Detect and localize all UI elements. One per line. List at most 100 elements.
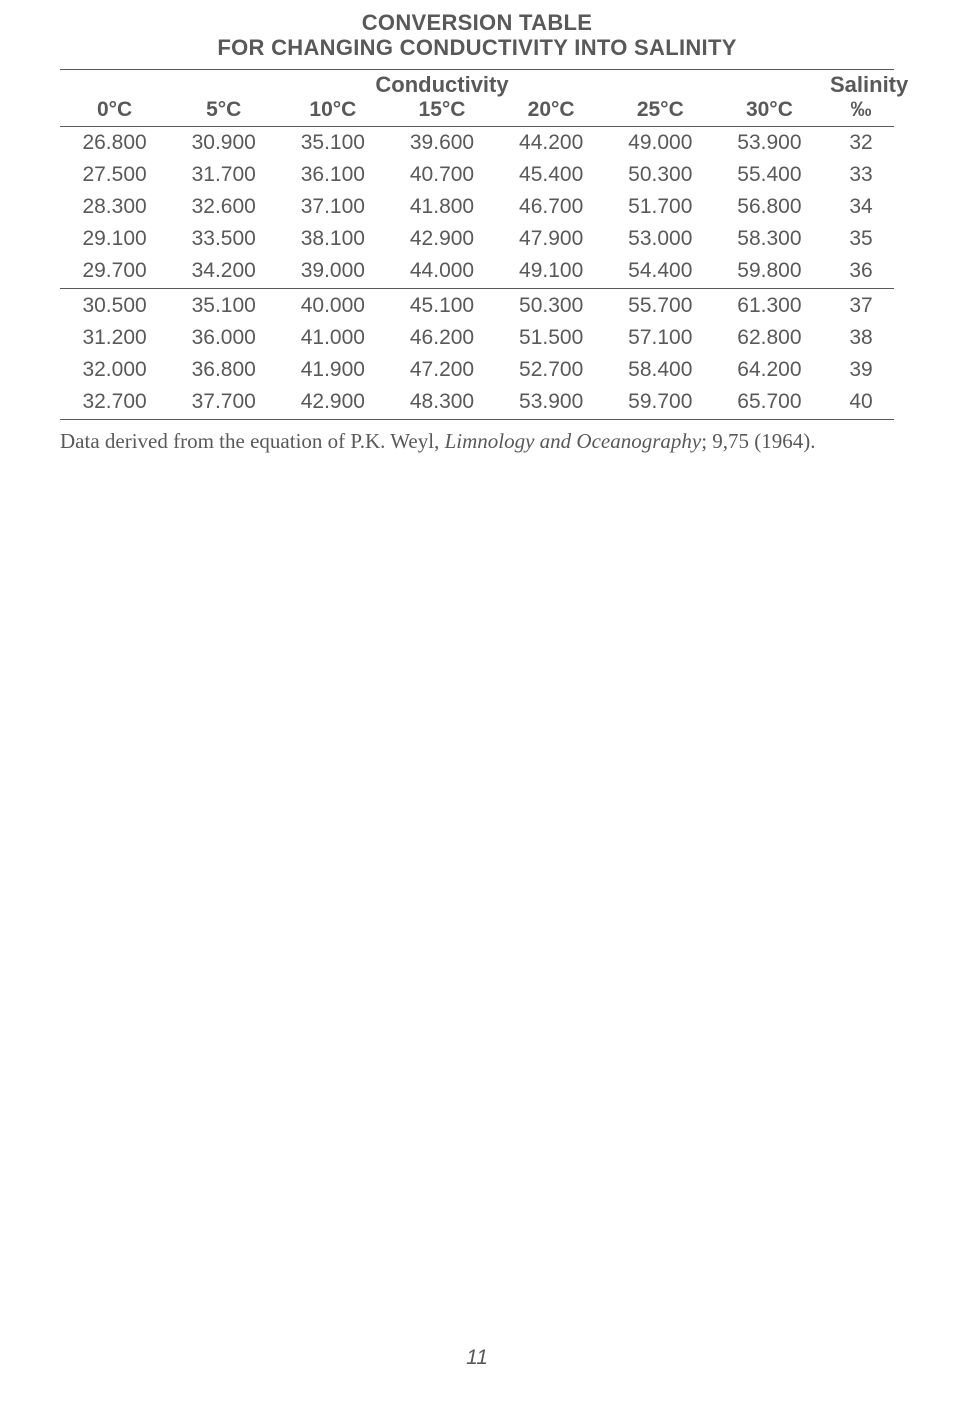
table-cell: 46.200 (387, 322, 496, 354)
caption-italic: Limnology and Oceanography (445, 429, 702, 453)
table-cell: 42.900 (278, 386, 387, 420)
table-cell: 29.700 (60, 255, 169, 289)
table-cell: 36.800 (169, 354, 278, 386)
table-row: 29.10033.50038.10042.90047.90053.00058.3… (60, 223, 894, 255)
table-cell: 42.900 (387, 223, 496, 255)
table-body: 26.80030.90035.10039.60044.20049.00053.9… (60, 126, 894, 419)
table-cell: 39.600 (387, 126, 496, 159)
table-cell: 33.500 (169, 223, 278, 255)
title-line-1: CONVERSION TABLE (362, 10, 593, 35)
table-cell: 35 (824, 223, 894, 255)
table-cell: 38.100 (278, 223, 387, 255)
table-cell: 55.400 (715, 159, 824, 191)
table-cell: 37 (824, 288, 894, 322)
table-cell: 45.100 (387, 288, 496, 322)
table-cell: 36.100 (278, 159, 387, 191)
table-row: 29.70034.20039.00044.00049.10054.40059.8… (60, 255, 894, 289)
table-cell: 50.300 (497, 288, 606, 322)
table-cell: 44.200 (497, 126, 606, 159)
table-cell: 49.000 (606, 126, 715, 159)
table-cell: 53.900 (497, 386, 606, 420)
table-cell: 44.000 (387, 255, 496, 289)
table-cell: 59.700 (606, 386, 715, 420)
table-cell: 41.900 (278, 354, 387, 386)
table-cell: 34 (824, 191, 894, 223)
table-cell: 28.300 (60, 191, 169, 223)
table-cell: 45.400 (497, 159, 606, 191)
table-cell: 48.300 (387, 386, 496, 420)
table-caption: Data derived from the equation of P.K. W… (60, 428, 894, 454)
table-row: 31.20036.00041.00046.20051.50057.10062.8… (60, 322, 894, 354)
table-cell: 27.500 (60, 159, 169, 191)
table-cell: 32.700 (60, 386, 169, 420)
table-cell: 54.400 (606, 255, 715, 289)
table-cell: 26.800 (60, 126, 169, 159)
page-number: 11 (0, 1346, 954, 1370)
table-cell: 38 (824, 322, 894, 354)
table-cell: 34.200 (169, 255, 278, 289)
table-cell: 36 (824, 255, 894, 289)
table-cell: 40.000 (278, 288, 387, 322)
table-cell: 53.000 (606, 223, 715, 255)
table-cell: 53.900 (715, 126, 824, 159)
table-cell: 50.300 (606, 159, 715, 191)
table-cell: 40.700 (387, 159, 496, 191)
table-cell: 31.700 (169, 159, 278, 191)
table-cell: 64.200 (715, 354, 824, 386)
table-cell: 65.700 (715, 386, 824, 420)
table-cell: 58.400 (606, 354, 715, 386)
table-cell: 35.100 (278, 126, 387, 159)
table-cell: 32.000 (60, 354, 169, 386)
table-row: 27.50031.70036.10040.70045.40050.30055.4… (60, 159, 894, 191)
table-cell: 51.700 (606, 191, 715, 223)
table-cell: 55.700 (606, 288, 715, 322)
table-row: 32.00036.80041.90047.20052.70058.40064.2… (60, 354, 894, 386)
group-header-salinity: Salinity (824, 69, 894, 98)
table-cell: 35.100 (169, 288, 278, 322)
title-line-2: FOR CHANGING CONDUCTIVITY INTO SALINITY (217, 35, 736, 60)
table-cell: 61.300 (715, 288, 824, 322)
table-cell: 39.000 (278, 255, 387, 289)
table-cell: 46.700 (497, 191, 606, 223)
table-cell: 52.700 (497, 354, 606, 386)
table-cell: 62.800 (715, 322, 824, 354)
table-cell: 36.000 (169, 322, 278, 354)
table-cell: 29.100 (60, 223, 169, 255)
table-cell: 30.900 (169, 126, 278, 159)
table-cell: 32 (824, 126, 894, 159)
table-cell: 56.800 (715, 191, 824, 223)
column-header: 25°C (606, 98, 715, 127)
table-cell: 47.200 (387, 354, 496, 386)
table-cell: 41.000 (278, 322, 387, 354)
table-cell: 37.100 (278, 191, 387, 223)
column-header: 15°C (387, 98, 496, 127)
table-cell: 47.900 (497, 223, 606, 255)
table-cell: 37.700 (169, 386, 278, 420)
table-row: 26.80030.90035.10039.60044.20049.00053.9… (60, 126, 894, 159)
table-cell: 59.800 (715, 255, 824, 289)
table-title: CONVERSION TABLE FOR CHANGING CONDUCTIVI… (60, 10, 894, 61)
table-row: 30.50035.10040.00045.10050.30055.70061.3… (60, 288, 894, 322)
table-cell: 31.200 (60, 322, 169, 354)
table-cell: 39 (824, 354, 894, 386)
column-header: 20°C (497, 98, 606, 127)
caption-suffix: ; 9,75 (1964). (701, 429, 815, 453)
table-cell: 49.100 (497, 255, 606, 289)
column-header: 10°C (278, 98, 387, 127)
table-cell: 30.500 (60, 288, 169, 322)
conversion-table: Conductivity Salinity 0°C5°C10°C15°C20°C… (60, 69, 894, 420)
table-cell: 40 (824, 386, 894, 420)
table-cell: 41.800 (387, 191, 496, 223)
column-header: 5°C (169, 98, 278, 127)
table-cell: 51.500 (497, 322, 606, 354)
table-row: 32.70037.70042.90048.30053.90059.70065.7… (60, 386, 894, 420)
column-header: 0°C (60, 98, 169, 127)
table-row: 28.30032.60037.10041.80046.70051.70056.8… (60, 191, 894, 223)
column-header-row: 0°C5°C10°C15°C20°C25°C30°C‰ (60, 98, 894, 127)
group-header-conductivity: Conductivity (60, 69, 824, 98)
table-cell: 58.300 (715, 223, 824, 255)
column-header: 30°C (715, 98, 824, 127)
column-header: ‰ (824, 98, 894, 127)
caption-prefix: Data derived from the equation of P.K. W… (60, 429, 445, 453)
table-cell: 57.100 (606, 322, 715, 354)
